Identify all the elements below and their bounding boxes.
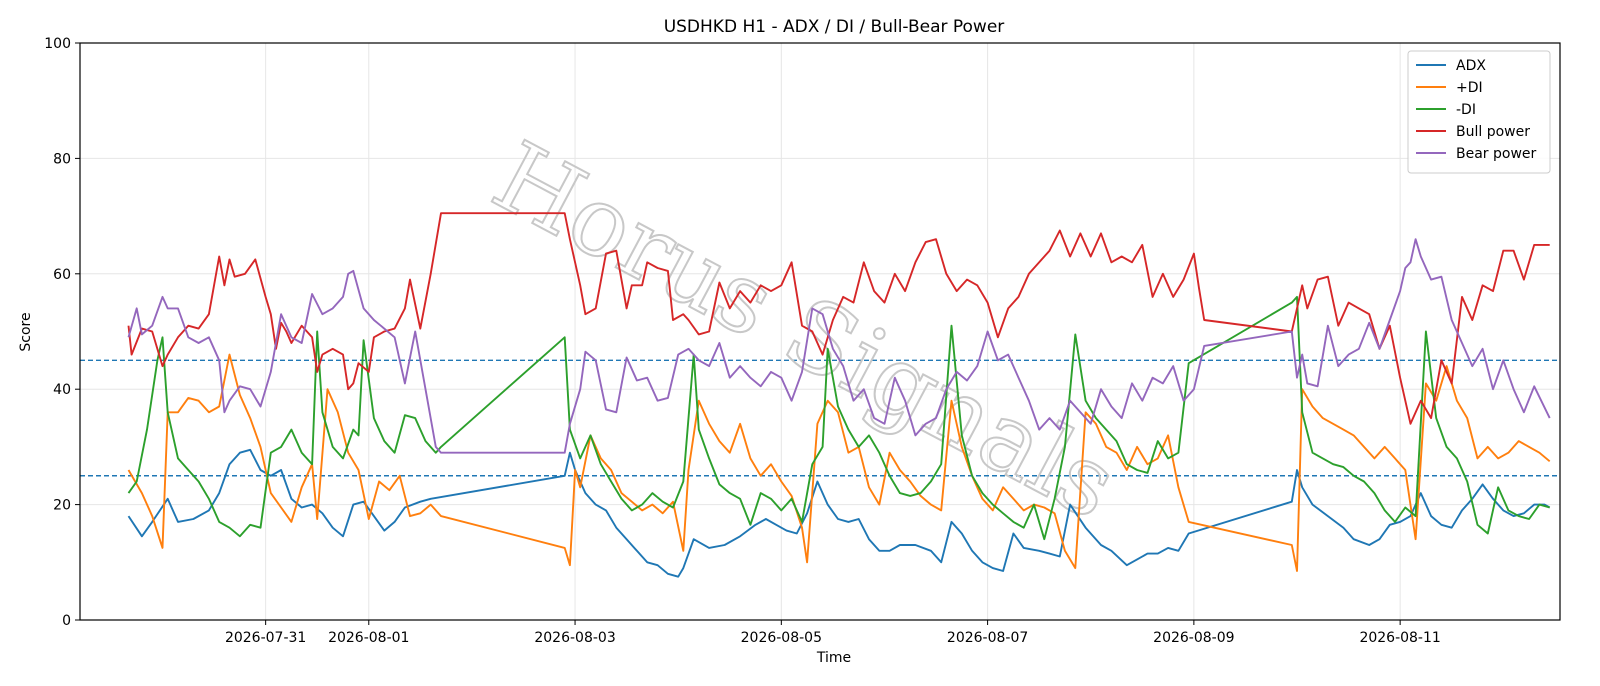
series-lines xyxy=(127,212,1551,578)
x-tick-label: 2026-08-11 xyxy=(1359,630,1440,646)
x-tick-label: 2026-08-05 xyxy=(741,630,822,646)
legend-label-adx: ADX xyxy=(1456,58,1486,74)
x-tick-label: 2026-08-01 xyxy=(328,630,409,646)
plot-area-frame xyxy=(79,42,1561,621)
x-tick-label: 2026-08-03 xyxy=(534,630,615,646)
x-axis: 2026-07-31 2026-08-01 2026-08-03 2026-08-05… xyxy=(225,620,1441,646)
legend-label-minus-di: -DI xyxy=(1456,102,1476,118)
threshold-lines xyxy=(80,359,1560,477)
legend: ADX +DI -DI Bull power Bear power xyxy=(1407,50,1551,174)
y-tick-label: 40 xyxy=(53,382,71,398)
x-axis-label: Time xyxy=(816,650,851,666)
series-line-minus-di xyxy=(127,295,1550,541)
series-line-plus-di xyxy=(127,353,1551,572)
legend-label-bull-power: Bull power xyxy=(1456,124,1530,140)
y-tick-label: 20 xyxy=(53,498,71,514)
y-tick-label: 100 xyxy=(44,36,71,52)
legend-label-bear-power: Bear power xyxy=(1456,146,1537,162)
x-tick-label: 2026-08-07 xyxy=(947,630,1028,646)
y-axis: 0 20 40 60 80 100 xyxy=(44,36,80,629)
series-line-adx xyxy=(127,448,1551,578)
legend-box xyxy=(1407,50,1551,174)
x-tick-label: 2026-07-31 xyxy=(225,630,306,646)
x-tick-label: 2026-08-09 xyxy=(1153,630,1234,646)
series-line-bear-power xyxy=(127,238,1551,454)
chart-title: USDHKD H1 - ADX / DI / Bull-Bear Power xyxy=(664,17,1005,37)
legend-label-plus-di: +DI xyxy=(1456,80,1483,96)
y-axis-label: Score xyxy=(18,312,34,351)
y-tick-label: 80 xyxy=(53,151,71,167)
y-tick-label: 60 xyxy=(53,267,71,283)
y-tick-label: 0 xyxy=(62,613,71,629)
